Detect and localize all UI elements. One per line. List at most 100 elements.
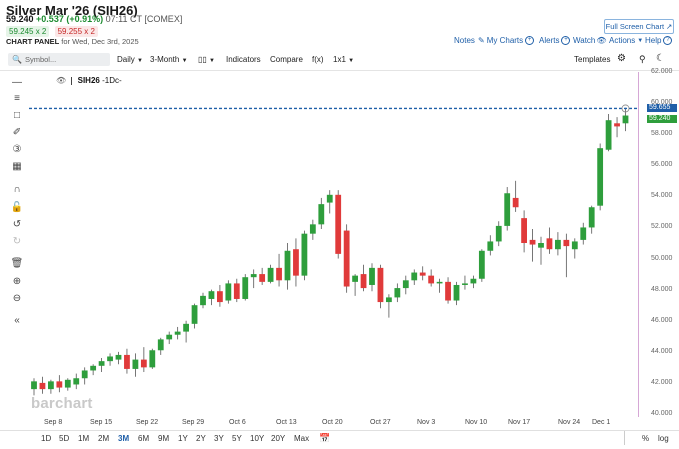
candle-up[interactable] bbox=[73, 378, 80, 385]
candle-up[interactable] bbox=[478, 250, 485, 279]
candle-up[interactable] bbox=[81, 370, 88, 379]
candle-up[interactable] bbox=[470, 278, 477, 284]
candle-up[interactable] bbox=[369, 267, 375, 285]
actions-menu[interactable]: Actions ▼ bbox=[609, 36, 643, 45]
candle-up[interactable] bbox=[208, 291, 215, 299]
candle-up[interactable] bbox=[183, 323, 189, 332]
calendar-icon[interactable]: 📅 bbox=[319, 433, 331, 443]
candle-down[interactable] bbox=[360, 274, 367, 289]
candle-up[interactable] bbox=[555, 239, 561, 250]
candle-up[interactable] bbox=[394, 288, 401, 298]
settings-gear-icon[interactable]: ⚙ bbox=[617, 53, 626, 64]
candle-up[interactable] bbox=[90, 365, 97, 371]
number-tool-icon[interactable]: ③ bbox=[12, 144, 22, 155]
line-tool-icon[interactable]: — bbox=[12, 77, 22, 88]
candle-up[interactable] bbox=[166, 334, 173, 340]
candle-up[interactable] bbox=[191, 305, 198, 324]
candle-up[interactable] bbox=[352, 275, 358, 282]
candle-up[interactable] bbox=[149, 350, 156, 368]
range-button-2y[interactable]: 2Y bbox=[196, 434, 206, 443]
candle-down[interactable] bbox=[563, 239, 570, 247]
candle-up[interactable] bbox=[326, 194, 333, 203]
candle-up[interactable] bbox=[588, 207, 595, 228]
fullscreen-chart-button[interactable]: Full Screen Chart ↗ bbox=[604, 19, 674, 34]
candle-down[interactable] bbox=[56, 381, 63, 388]
candle-down[interactable] bbox=[445, 281, 451, 301]
candle-down[interactable] bbox=[259, 274, 266, 282]
pattern-tool-icon[interactable]: ▦ bbox=[12, 161, 22, 172]
candle-up[interactable] bbox=[622, 115, 629, 124]
range-button-3y[interactable]: 3Y bbox=[214, 434, 224, 443]
candle-up[interactable] bbox=[132, 359, 139, 369]
candle-up[interactable] bbox=[98, 361, 105, 366]
price-axis[interactable]: 62.000 60.000 58.000 56.000 54.000 52.000 50.0… bbox=[638, 68, 679, 417]
candlestick-chart[interactable] bbox=[29, 72, 638, 414]
candle-up[interactable] bbox=[48, 381, 54, 390]
candle-up[interactable] bbox=[225, 283, 232, 301]
candle-up[interactable] bbox=[267, 267, 274, 282]
candle-up[interactable] bbox=[386, 297, 392, 303]
candle-down[interactable] bbox=[377, 267, 384, 303]
candle-up[interactable] bbox=[597, 148, 604, 206]
range-button-max[interactable]: Max bbox=[294, 434, 310, 443]
candle-down[interactable] bbox=[39, 382, 46, 390]
range-button-2m[interactable]: 2M bbox=[98, 434, 110, 443]
candle-up[interactable] bbox=[504, 193, 511, 226]
candle-up[interactable] bbox=[31, 381, 37, 390]
undo-icon[interactable]: ↺ bbox=[12, 219, 22, 230]
interval-select[interactable]: Daily ▼ bbox=[117, 55, 143, 64]
function-button[interactable]: f(x) bbox=[312, 55, 324, 64]
candle-up[interactable] bbox=[605, 120, 612, 150]
symbol-search-input[interactable]: 🔍 Symbol... bbox=[8, 53, 110, 66]
candle-up[interactable] bbox=[242, 277, 249, 299]
compare-button[interactable]: Compare bbox=[270, 55, 303, 64]
range-button-9m[interactable]: 9M bbox=[158, 434, 170, 443]
zoom-out-icon[interactable]: ⊖ bbox=[12, 293, 22, 304]
indicators-button[interactable]: Indicators bbox=[226, 55, 261, 64]
period-select[interactable]: 3-Month ▼ bbox=[150, 55, 188, 64]
candle-down[interactable] bbox=[546, 238, 553, 250]
candle-up[interactable] bbox=[301, 233, 308, 276]
candle-up[interactable] bbox=[495, 225, 502, 242]
eye-icon[interactable]: 👁 bbox=[56, 76, 67, 85]
candle-down[interactable] bbox=[419, 272, 426, 276]
candle-up[interactable] bbox=[436, 281, 443, 284]
trash-icon[interactable]: 🗑 bbox=[10, 258, 24, 269]
candle-down[interactable] bbox=[343, 230, 350, 287]
candle-up[interactable] bbox=[318, 204, 325, 225]
shape-tool-icon[interactable]: □ bbox=[13, 110, 21, 121]
fib-tool-icon[interactable]: ≡ bbox=[14, 93, 20, 104]
candle-up[interactable] bbox=[174, 331, 181, 335]
range-button-5d[interactable]: 5D bbox=[59, 434, 70, 443]
bar-type-select[interactable]: ▯▯ ▼ bbox=[198, 55, 215, 64]
templates-button[interactable]: Templates bbox=[574, 55, 610, 64]
magnet-icon[interactable]: ∩ bbox=[13, 184, 21, 195]
candle-up[interactable] bbox=[571, 241, 578, 250]
help-link[interactable]: Help ? bbox=[645, 36, 673, 45]
candle-down[interactable] bbox=[614, 123, 620, 127]
candle-down[interactable] bbox=[140, 359, 147, 368]
zoom-in-icon[interactable]: ⊕ bbox=[12, 276, 22, 287]
candle-up[interactable] bbox=[538, 243, 544, 248]
range-button-1m[interactable]: 1M bbox=[78, 434, 90, 443]
candle-up[interactable] bbox=[402, 280, 409, 289]
log-toggle[interactable]: log bbox=[658, 434, 669, 443]
percent-toggle[interactable]: % bbox=[642, 434, 650, 443]
alerts-link[interactable]: Alerts + bbox=[539, 36, 571, 45]
candle-up[interactable] bbox=[115, 354, 122, 360]
candle-down[interactable] bbox=[512, 197, 519, 208]
candle-up[interactable] bbox=[64, 379, 71, 388]
notes-link[interactable]: Notes bbox=[454, 36, 475, 45]
candle-up[interactable] bbox=[107, 356, 113, 362]
range-button-1d[interactable]: 1D bbox=[41, 434, 52, 443]
brush-tool-icon[interactable]: ✐ bbox=[12, 127, 22, 138]
candle-up[interactable] bbox=[487, 241, 494, 251]
dark-mode-moon-icon[interactable]: ☾ bbox=[656, 53, 665, 64]
candle-up[interactable] bbox=[200, 295, 206, 306]
range-button-5y[interactable]: 5Y bbox=[232, 434, 242, 443]
range-button-3m[interactable]: 3M bbox=[118, 434, 130, 443]
candle-up[interactable] bbox=[284, 250, 291, 281]
candle-down[interactable] bbox=[217, 291, 223, 303]
candle-down[interactable] bbox=[124, 354, 130, 369]
candle-up[interactable] bbox=[453, 284, 460, 301]
